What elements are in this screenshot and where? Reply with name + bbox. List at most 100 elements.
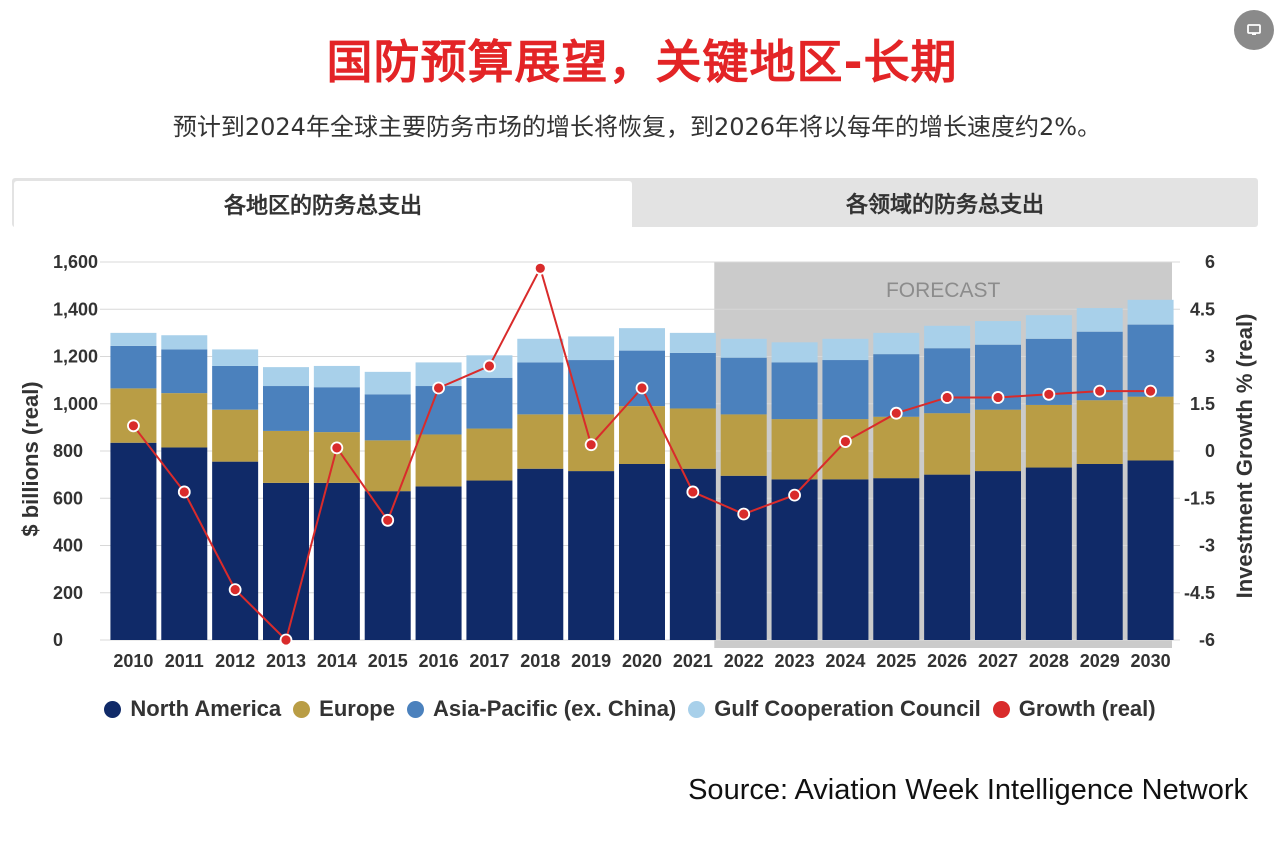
y-axis-title: $ billions (real) bbox=[18, 381, 43, 536]
y2-tick-label: 6 bbox=[1205, 252, 1215, 272]
bar-north-america bbox=[161, 447, 208, 640]
y2-tick-label: 1.5 bbox=[1190, 394, 1215, 414]
bar-gcc bbox=[771, 342, 818, 363]
bar-europe bbox=[466, 428, 513, 481]
bar-gcc bbox=[975, 321, 1021, 345]
bar-europe bbox=[924, 413, 971, 475]
x-tick-label: 2030 bbox=[1131, 651, 1171, 671]
bar-asia-pacific bbox=[619, 350, 665, 407]
x-tick-label: 2028 bbox=[1029, 651, 1069, 671]
y-tick-label: 1,200 bbox=[53, 347, 98, 367]
bar-north-america bbox=[568, 471, 615, 640]
bar-gcc bbox=[110, 332, 157, 346]
legend-marker bbox=[992, 700, 1010, 718]
bar-europe bbox=[263, 430, 309, 483]
y-tick-label: 200 bbox=[53, 583, 83, 603]
bar-europe bbox=[415, 434, 462, 487]
bar-asia-pacific bbox=[466, 377, 513, 429]
bar-gcc bbox=[313, 365, 360, 388]
defense-spending-chart: FORECAST1,6001,4001,2001,000800600400200… bbox=[18, 252, 1257, 671]
bar-asia-pacific bbox=[873, 354, 920, 417]
bar-north-america bbox=[1127, 460, 1174, 640]
legend-label: Growth (real) bbox=[1018, 696, 1156, 721]
bar-europe bbox=[1127, 396, 1174, 461]
bar-gcc bbox=[619, 328, 665, 351]
bar-gcc bbox=[212, 349, 259, 366]
bar-europe bbox=[313, 432, 360, 483]
bar-europe bbox=[873, 416, 920, 479]
x-tick-label: 2023 bbox=[775, 651, 815, 671]
growth-point bbox=[737, 507, 751, 521]
y-tick-label: 0 bbox=[53, 630, 63, 650]
growth-point bbox=[1144, 384, 1157, 398]
growth-point bbox=[839, 435, 852, 448]
comment-button[interactable] bbox=[1234, 10, 1274, 50]
bar-europe bbox=[619, 406, 665, 464]
bar-north-america bbox=[771, 479, 818, 640]
legend-item-north-america[interactable]: North America bbox=[104, 696, 281, 722]
bar-asia-pacific bbox=[364, 394, 411, 441]
bar-gcc bbox=[364, 371, 411, 395]
bar-gcc bbox=[517, 338, 564, 363]
growth-point bbox=[788, 488, 801, 502]
page-title: 国防预算展望，关键地区-长期 bbox=[326, 35, 958, 89]
bar-europe bbox=[517, 414, 564, 469]
source-note: Source: Aviation Week Intelligence Netwo… bbox=[688, 774, 1248, 806]
y-tick-label: 1,400 bbox=[53, 299, 98, 319]
x-tick-label: 2013 bbox=[266, 651, 306, 671]
bar-europe bbox=[161, 393, 208, 448]
x-tick-label: 2018 bbox=[520, 651, 560, 671]
bar-asia-pacific bbox=[161, 349, 208, 394]
growth-point bbox=[991, 391, 1005, 404]
growth-point bbox=[432, 381, 445, 395]
x-tick-label: 2026 bbox=[927, 651, 967, 671]
x-tick-label: 2029 bbox=[1080, 651, 1120, 671]
bar-gcc bbox=[873, 332, 920, 355]
legend-marker bbox=[293, 700, 311, 718]
x-tick-label: 2017 bbox=[469, 651, 509, 671]
bar-asia-pacific bbox=[110, 345, 157, 389]
bar-europe bbox=[364, 440, 411, 492]
tab-by-region[interactable]: 各地区的防务总支出 bbox=[14, 181, 632, 227]
legend-item-gcc[interactable]: Gulf Cooperation Council bbox=[688, 696, 981, 722]
bar-gcc bbox=[263, 367, 309, 387]
bar-gcc bbox=[1076, 308, 1123, 332]
bar-asia-pacific bbox=[263, 386, 309, 431]
y2-tick-label: -6 bbox=[1199, 630, 1215, 650]
bar-gcc bbox=[720, 338, 767, 358]
growth-point bbox=[483, 359, 496, 373]
bar-north-america bbox=[364, 491, 411, 640]
x-tick-label: 2024 bbox=[825, 651, 865, 671]
bar-north-america bbox=[110, 442, 157, 640]
bar-north-america bbox=[975, 471, 1021, 640]
legend-label: Asia-Pacific (ex. China) bbox=[432, 696, 677, 721]
bar-gcc bbox=[415, 362, 462, 387]
growth-point bbox=[686, 485, 700, 499]
y2-tick-label: 3 bbox=[1205, 347, 1215, 367]
legend-item-europe[interactable]: Europe bbox=[293, 696, 395, 722]
growth-point bbox=[533, 261, 547, 275]
tab-by-sector[interactable]: 各领域的防务总支出 bbox=[845, 192, 1044, 218]
legend-item-asia-pacific[interactable]: Asia-Pacific (ex. China) bbox=[406, 696, 677, 722]
growth-point bbox=[228, 583, 242, 596]
legend-marker bbox=[406, 700, 424, 718]
bar-gcc bbox=[1025, 315, 1072, 339]
legend-item-growth[interactable]: Growth (real) bbox=[992, 696, 1156, 722]
x-tick-label: 2014 bbox=[317, 651, 357, 671]
chart-tabs: 各地区的防务总支出 各领域的防务总支出 bbox=[12, 178, 1258, 227]
bar-north-america bbox=[466, 480, 513, 640]
bar-europe bbox=[975, 409, 1021, 472]
bar-asia-pacific bbox=[1127, 324, 1174, 397]
bar-europe bbox=[110, 388, 157, 443]
legend-label: Europe bbox=[319, 696, 395, 721]
bar-north-america bbox=[415, 486, 462, 640]
bar-asia-pacific bbox=[720, 357, 767, 415]
y-tick-label: 600 bbox=[53, 488, 83, 508]
comment-icon bbox=[1247, 24, 1261, 35]
x-tick-label: 2019 bbox=[571, 651, 611, 671]
bar-gcc bbox=[669, 332, 716, 353]
bar-asia-pacific bbox=[669, 352, 716, 409]
growth-point bbox=[940, 391, 954, 404]
y2-axis-title: Investment Growth % (real) bbox=[1232, 314, 1257, 599]
bar-europe bbox=[771, 419, 818, 480]
